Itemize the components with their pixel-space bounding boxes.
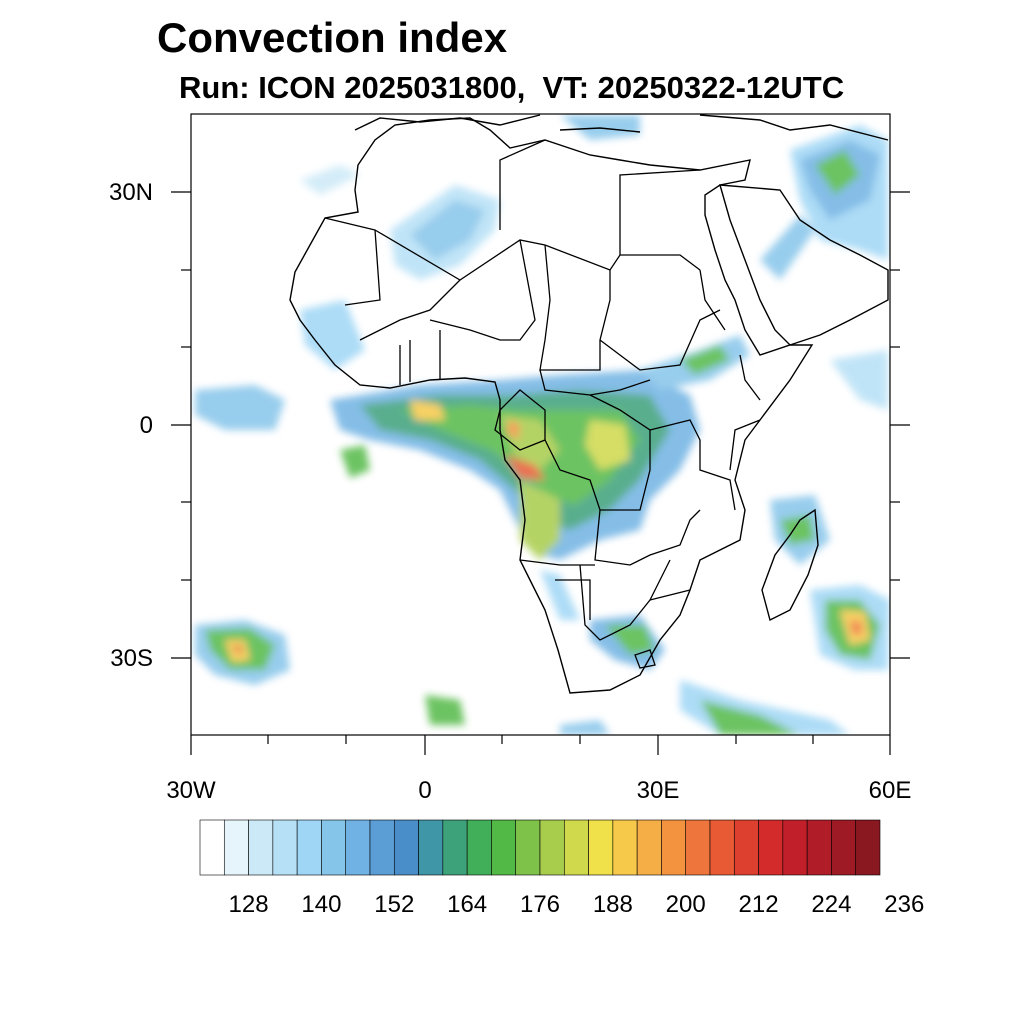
africa-coastline xyxy=(289,117,814,694)
country-borders xyxy=(324,139,761,669)
colorbar-swatch xyxy=(612,819,638,876)
arabia-coastline xyxy=(719,184,889,346)
colorbar-tick-label: 188 xyxy=(593,891,633,918)
colorbar-swatch xyxy=(345,819,371,876)
y-tick-label: 0 xyxy=(140,412,153,439)
y-tick-label: 30S xyxy=(110,645,153,672)
colorbar-tick-label: 236 xyxy=(884,891,924,918)
colorbar-swatch xyxy=(563,819,589,876)
colorbar-swatch xyxy=(393,819,419,876)
colorbar-swatch xyxy=(515,819,541,876)
colorbar-labels: 128 140 152 164 176 188 200 212 224 236 xyxy=(229,891,925,918)
x-tick-label: 30E xyxy=(637,777,680,804)
colorbar-swatch xyxy=(248,819,274,876)
colorbar-swatch xyxy=(661,819,687,876)
colorbar-swatch xyxy=(758,819,784,876)
colorbar-swatch xyxy=(418,819,444,876)
coastlines xyxy=(289,114,889,694)
colorbar-swatch xyxy=(442,819,468,876)
colorbar-swatch xyxy=(369,819,395,876)
map-title: Convection index xyxy=(157,14,508,61)
colorbar-swatch xyxy=(733,819,759,876)
colorbar-tick-label: 140 xyxy=(301,891,341,918)
colorbar xyxy=(199,819,881,876)
colorbar-swatch xyxy=(491,819,517,876)
colorbar-swatch xyxy=(272,819,298,876)
colorbar-swatch xyxy=(588,819,614,876)
field-atlantic-west xyxy=(195,385,285,430)
map-subtitle: Run: ICON 2025031800, VT: 20250322-12UTC xyxy=(179,70,845,105)
x-tick-label: 30W xyxy=(166,777,216,804)
colorbar-tick-label: 164 xyxy=(447,891,487,918)
colorbar-swatch xyxy=(831,819,857,876)
colorbar-tick-label: 212 xyxy=(739,891,779,918)
colorbar-swatch xyxy=(223,819,249,876)
madagascar-coastline xyxy=(761,508,819,622)
convection-field xyxy=(195,115,890,735)
y-axis-labels: 30N 0 30S xyxy=(109,179,153,672)
colorbar-tick-label: 176 xyxy=(520,891,560,918)
colorbar-swatch xyxy=(782,819,808,876)
colorbar-swatch xyxy=(855,819,881,876)
colorbar-swatch xyxy=(296,819,322,876)
colorbar-swatch xyxy=(539,819,565,876)
colorbar-swatch xyxy=(466,819,492,876)
colorbar-swatch xyxy=(709,819,735,876)
colorbar-swatch xyxy=(199,819,225,876)
x-tick-label: 60E xyxy=(869,777,912,804)
colorbar-swatch xyxy=(685,819,711,876)
colorbar-tick-label: 152 xyxy=(374,891,414,918)
axis-ticks xyxy=(171,191,910,755)
colorbar-swatch xyxy=(636,819,662,876)
x-tick-label: 0 xyxy=(418,777,431,804)
y-tick-label: 30N xyxy=(109,179,153,206)
colorbar-swatch xyxy=(806,819,832,876)
colorbar-swatch xyxy=(321,819,347,876)
colorbar-tick-label: 200 xyxy=(666,891,706,918)
x-axis-labels: 30W 0 30E 60E xyxy=(166,777,911,804)
colorbar-tick-label: 128 xyxy=(229,891,269,918)
colorbar-tick-label: 224 xyxy=(811,891,851,918)
